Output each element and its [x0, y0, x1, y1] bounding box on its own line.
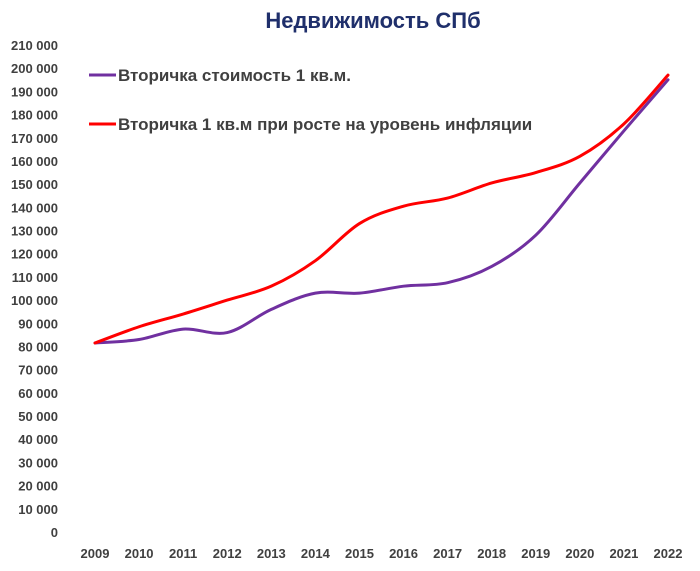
- y-tick-label: 210 000: [11, 38, 58, 53]
- y-tick-label: 160 000: [11, 154, 58, 169]
- x-tick-label: 2014: [301, 546, 331, 561]
- x-tick-label: 2021: [609, 546, 638, 561]
- y-tick-label: 200 000: [11, 61, 58, 76]
- y-tick-label: 180 000: [11, 108, 58, 123]
- legend-label-2: Вторичка 1 кв.м при росте на уровень инф…: [118, 115, 532, 134]
- y-tick-label: 50 000: [18, 409, 58, 424]
- y-tick-label: 90 000: [18, 316, 58, 331]
- y-axis: 0 10 000 20 000 30 000 40 000 50 000 60 000 70 …: [11, 38, 58, 540]
- y-tick-label: 190 000: [11, 84, 58, 99]
- y-tick-label: 140 000: [11, 200, 58, 215]
- y-tick-label: 30 000: [18, 455, 58, 470]
- y-tick-label: 110 000: [12, 270, 58, 285]
- y-tick-label: 150 000: [11, 177, 58, 192]
- x-tick-label: 2011: [169, 546, 197, 561]
- series-line-2: [93, 73, 670, 345]
- y-tick-label: 0: [51, 525, 58, 540]
- y-tick-label: 10 000: [18, 502, 58, 517]
- x-tick-label: 2020: [565, 546, 594, 561]
- x-tick-label: 2012: [213, 546, 242, 561]
- x-tick-label: 2022: [654, 546, 683, 561]
- x-tick-label: 2013: [257, 546, 286, 561]
- y-tick-label: 70 000: [18, 363, 58, 378]
- y-tick-label: 170 000: [11, 131, 58, 146]
- y-tick-label: 20 000: [18, 479, 58, 494]
- x-axis: 2009 2010 2011 2012 2013 2014 2015 2016 2017 2018…: [81, 546, 683, 561]
- y-tick-label: 80 000: [18, 339, 58, 354]
- series-line-1: [93, 78, 670, 345]
- legend: Вторичка стоимость 1 кв.м. Вторичка 1 кв.…: [89, 66, 532, 134]
- y-tick-label: 130 000: [11, 224, 58, 239]
- y-tick-label: 40 000: [18, 432, 58, 447]
- x-tick-label: 2009: [81, 546, 110, 561]
- x-tick-label: 2015: [345, 546, 374, 561]
- y-tick-label: 100 000: [11, 293, 58, 308]
- x-tick-label: 2019: [521, 546, 550, 561]
- y-tick-label: 120 000: [11, 247, 58, 262]
- plot-area: [93, 73, 670, 345]
- x-tick-label: 2017: [433, 546, 462, 561]
- legend-label-1: Вторичка стоимость 1 кв.м.: [118, 66, 351, 85]
- x-tick-label: 2010: [125, 546, 154, 561]
- x-tick-label: 2016: [389, 546, 418, 561]
- y-tick-label: 60 000: [18, 386, 58, 401]
- x-tick-label: 2018: [477, 546, 506, 561]
- chart-title: Недвижимость СПб: [265, 8, 480, 33]
